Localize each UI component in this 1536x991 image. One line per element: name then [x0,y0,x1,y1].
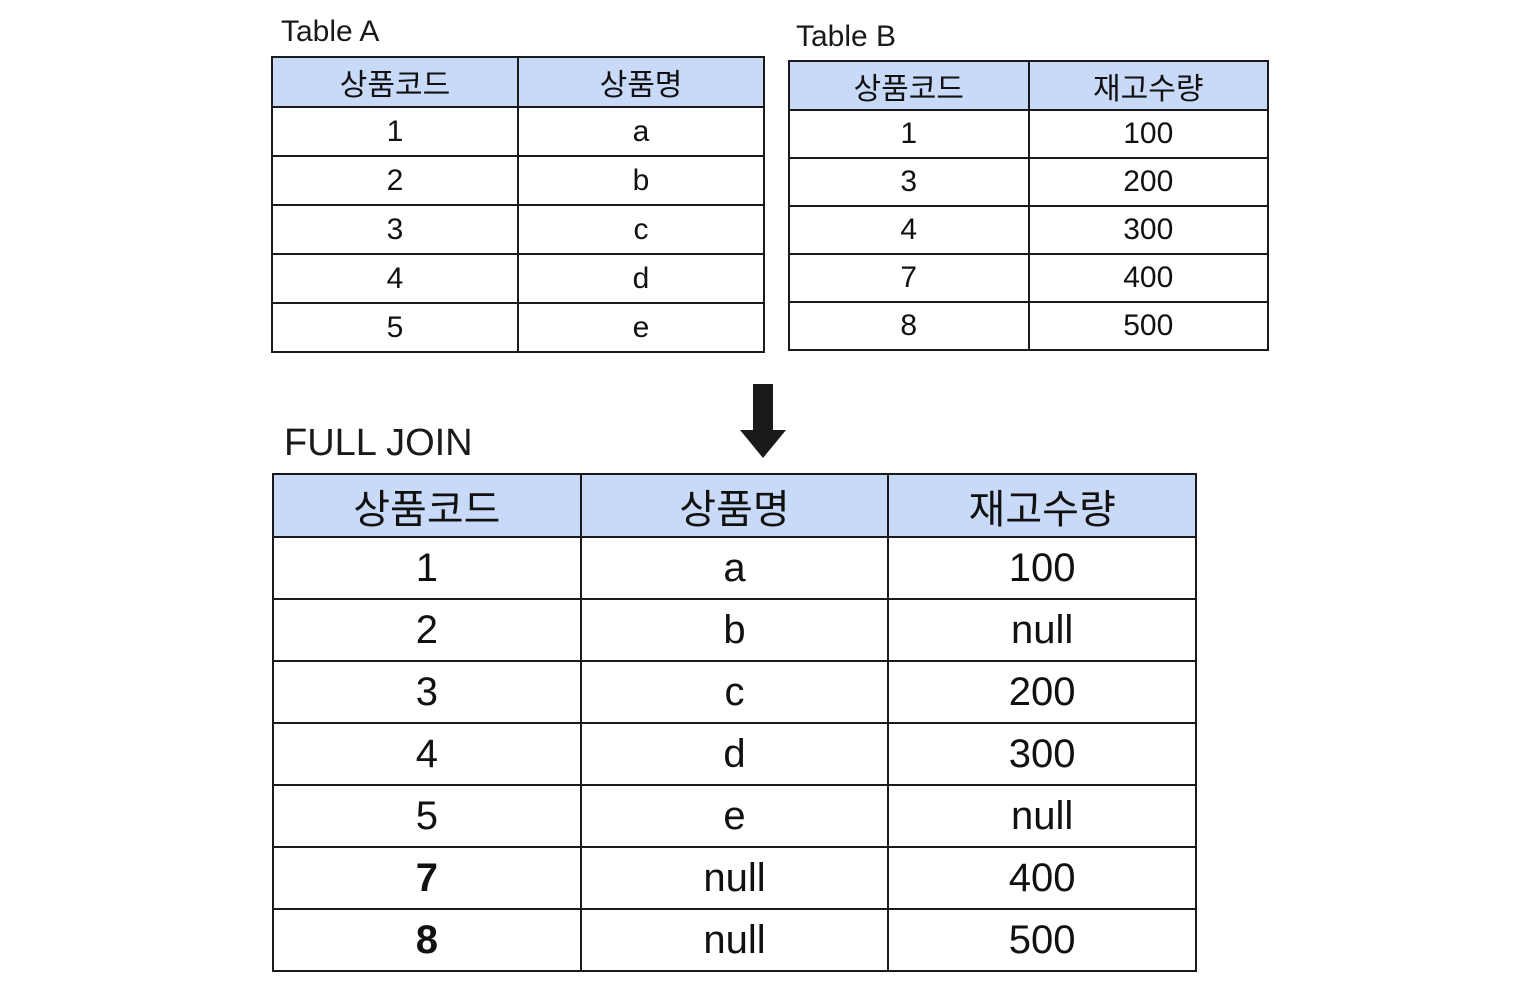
table-cell: d [579,722,890,786]
full-join-table: 상품코드 상품명 재고수량 1 a 100 2 b null 3 c 200 4… [272,473,1197,972]
column-header-product-name: 상품명 [517,56,765,108]
column-header-product-name: 상품명 [579,473,890,538]
table-cell: d [517,253,765,304]
table-row: 8 500 [788,301,1269,351]
table-row: 2 b [271,155,765,206]
table-cell: 300 [887,722,1197,786]
table-cell: 8 [272,908,582,972]
table-cell: 7 [272,846,582,910]
table-cell: 3 [272,660,582,724]
table-cell: 4 [272,722,582,786]
table-cell: 1 [272,536,582,600]
table-cell: 2 [271,155,519,206]
table-cell: 7 [788,253,1030,303]
table-cell: 500 [887,908,1197,972]
table-cell: 200 [1027,157,1269,207]
table-cell: b [517,155,765,206]
table-cell: a [517,106,765,157]
table-cell: 5 [271,302,519,353]
table-row: 1 a 100 [272,536,1197,600]
table-cell: b [579,598,890,662]
column-header-product-code: 상품코드 [271,56,519,108]
column-header-stock-quantity: 재고수량 [887,473,1197,538]
table-cell: 4 [788,205,1030,255]
table-row: 3 200 [788,157,1269,207]
table-cell: 100 [887,536,1197,600]
table-row: 1 100 [788,109,1269,159]
table-cell: 400 [887,846,1197,910]
column-header-product-code: 상품코드 [788,60,1030,111]
table-cell: 200 [887,660,1197,724]
table-cell: a [579,536,890,600]
table-cell: null [887,598,1197,662]
table-cell: null [887,784,1197,848]
table-row: 7 400 [788,253,1269,303]
table-cell: 400 [1027,253,1269,303]
table-cell: 2 [272,598,582,662]
table-row: 5 e null [272,784,1197,848]
table-header-row: 상품코드 상품명 [271,56,765,108]
table-b-caption: Table B [796,20,897,53]
table-row: 3 c [271,204,765,255]
table-cell: 8 [788,301,1030,351]
table-header-row: 상품코드 재고수량 [788,60,1269,111]
table-a-caption: Table A [281,15,380,48]
table-cell: 500 [1027,301,1269,351]
table-a: 상품코드 상품명 1 a 2 b 3 c 4 d 5 e [271,56,765,353]
down-arrow-icon [740,384,786,458]
table-cell: 5 [272,784,582,848]
table-cell: 300 [1027,205,1269,255]
table-cell: 1 [788,109,1030,159]
table-row: 4 d [271,253,765,304]
table-cell: e [517,302,765,353]
table-cell: null [579,908,890,972]
column-header-stock-quantity: 재고수량 [1027,60,1269,111]
table-cell: 3 [271,204,519,255]
table-row: 8 null 500 [272,908,1197,972]
table-header-row: 상품코드 상품명 재고수량 [272,473,1197,538]
table-row: 4 300 [788,205,1269,255]
table-row: 5 e [271,302,765,353]
table-row: 4 d 300 [272,722,1197,786]
table-row: 3 c 200 [272,660,1197,724]
table-cell: 3 [788,157,1030,207]
table-cell: 4 [271,253,519,304]
table-cell: c [579,660,890,724]
table-cell: 1 [271,106,519,157]
table-cell: 100 [1027,109,1269,159]
table-b: 상품코드 재고수량 1 100 3 200 4 300 7 400 8 500 [788,60,1269,351]
table-row: 2 b null [272,598,1197,662]
table-cell: c [517,204,765,255]
table-cell: null [579,846,890,910]
table-cell: e [579,784,890,848]
column-header-product-code: 상품코드 [272,473,582,538]
table-row: 1 a [271,106,765,157]
full-join-caption: FULL JOIN [284,422,473,464]
table-row: 7 null 400 [272,846,1197,910]
